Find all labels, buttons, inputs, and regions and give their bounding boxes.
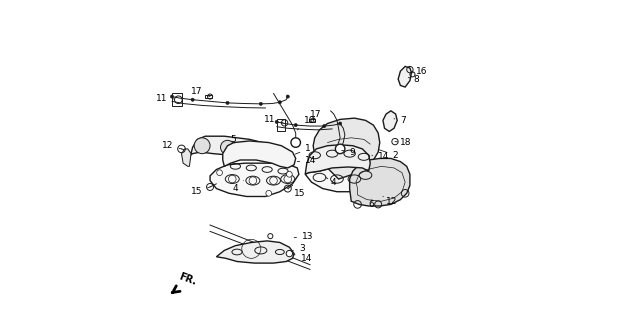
Circle shape <box>220 140 235 154</box>
Polygon shape <box>383 111 397 132</box>
Polygon shape <box>217 241 294 263</box>
Circle shape <box>278 101 281 104</box>
Circle shape <box>286 172 292 177</box>
Text: 5: 5 <box>231 135 236 144</box>
Circle shape <box>217 170 222 176</box>
Text: 9: 9 <box>342 148 355 156</box>
Polygon shape <box>350 158 410 206</box>
Text: 11: 11 <box>264 115 283 124</box>
Polygon shape <box>210 163 299 196</box>
Text: 1: 1 <box>295 144 311 154</box>
Text: 4: 4 <box>326 178 336 187</box>
Polygon shape <box>398 67 412 87</box>
Text: 15: 15 <box>190 187 210 196</box>
Circle shape <box>291 138 300 147</box>
Circle shape <box>275 120 278 124</box>
Circle shape <box>191 98 194 101</box>
Polygon shape <box>313 118 380 179</box>
Circle shape <box>171 95 174 98</box>
Polygon shape <box>223 141 296 168</box>
Text: 12: 12 <box>162 141 181 150</box>
Text: 18: 18 <box>395 138 412 147</box>
Circle shape <box>268 234 273 239</box>
Circle shape <box>339 122 342 125</box>
Text: 14: 14 <box>297 156 316 164</box>
Text: 3: 3 <box>293 244 305 253</box>
Text: 6: 6 <box>369 200 374 209</box>
Circle shape <box>286 251 293 257</box>
Text: 4: 4 <box>233 180 243 193</box>
Text: 7: 7 <box>394 116 406 125</box>
Text: 14: 14 <box>293 254 312 263</box>
Text: 17: 17 <box>310 109 321 118</box>
Text: 11: 11 <box>156 94 174 103</box>
Text: 15: 15 <box>288 188 305 198</box>
Text: 12: 12 <box>383 196 397 206</box>
Text: FR.: FR. <box>178 272 198 288</box>
Circle shape <box>259 102 263 105</box>
Text: 10: 10 <box>297 116 315 130</box>
Polygon shape <box>181 149 191 166</box>
Text: 13: 13 <box>294 232 314 241</box>
Circle shape <box>194 138 210 154</box>
Text: 16: 16 <box>412 67 427 76</box>
Polygon shape <box>189 136 278 160</box>
Circle shape <box>286 95 289 98</box>
Polygon shape <box>305 145 370 174</box>
Circle shape <box>266 190 272 196</box>
Circle shape <box>294 124 297 127</box>
Text: 14: 14 <box>372 152 390 161</box>
Polygon shape <box>305 167 369 192</box>
Circle shape <box>335 144 345 154</box>
Text: 17: 17 <box>190 87 210 97</box>
Circle shape <box>226 101 229 105</box>
Text: 2: 2 <box>379 150 398 160</box>
Circle shape <box>323 124 326 128</box>
Text: 8: 8 <box>408 75 419 84</box>
